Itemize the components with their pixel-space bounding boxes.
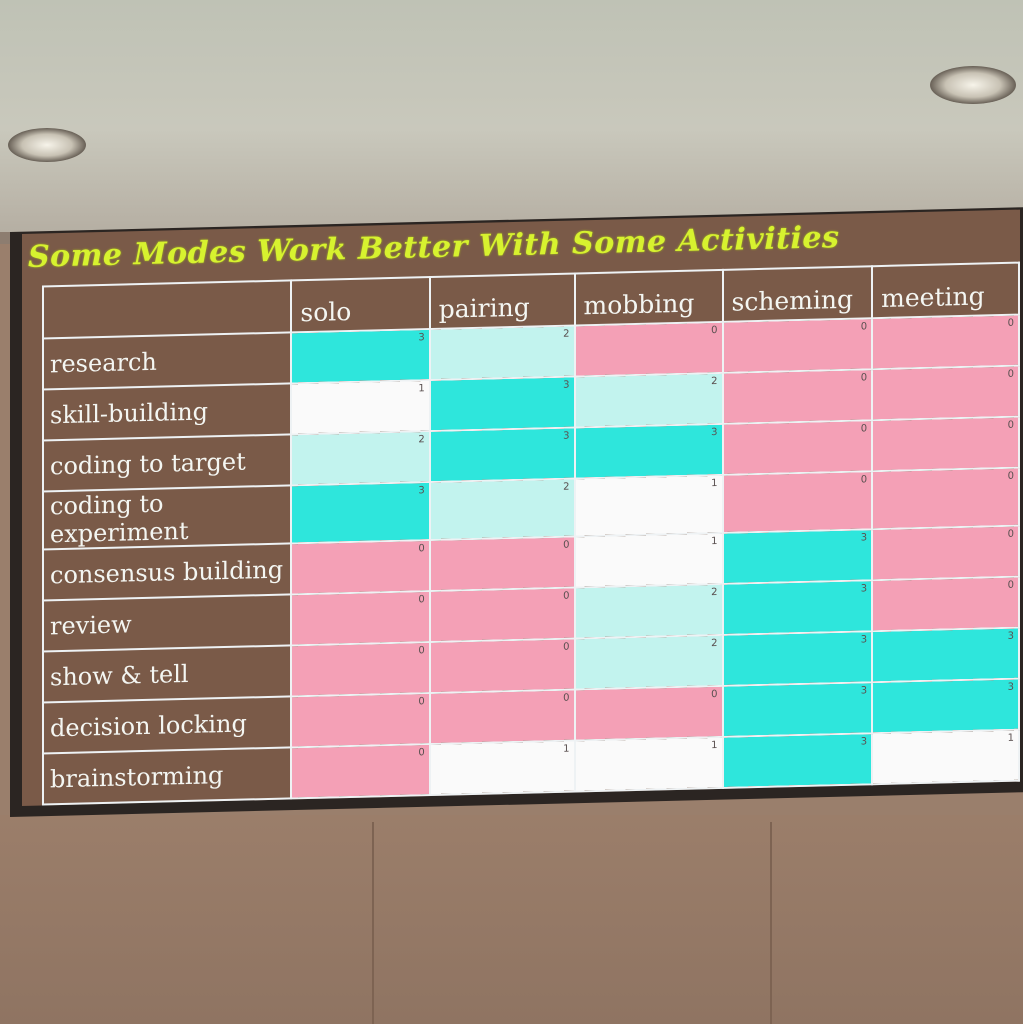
score-cell: 3	[722, 682, 873, 737]
score-cell: 0	[872, 525, 1019, 581]
score-cell: 3	[722, 580, 873, 635]
score-cell: 2	[429, 478, 575, 541]
score-cell: 2	[574, 372, 723, 428]
row-label: consensus building	[43, 543, 292, 601]
score-cell: 3	[722, 733, 873, 788]
score-cell: 2	[291, 431, 430, 486]
score-cell: 0	[291, 744, 430, 799]
wall-panel-seam	[770, 822, 772, 1024]
score-cell: 2	[574, 583, 723, 639]
column-header-meeting: meeting	[872, 262, 1019, 319]
wall	[0, 815, 1023, 1024]
score-cell: 0	[722, 471, 873, 533]
score-cell: 0	[872, 416, 1019, 472]
column-header-pairing: pairing	[429, 273, 575, 330]
score-cell: 1	[574, 532, 723, 588]
score-cell: 0	[574, 321, 723, 377]
ceiling	[0, 0, 1023, 235]
ceiling-light-left	[8, 128, 86, 162]
row-label: coding to target	[43, 434, 292, 492]
score-cell: 3	[291, 482, 430, 544]
score-cell: 0	[429, 689, 575, 745]
score-cell: 3	[429, 376, 575, 432]
mode-activity-table: solo pairing mobbing scheming meeting resear…	[42, 262, 1020, 806]
score-cell: 0	[872, 576, 1019, 632]
row-label: decision locking	[43, 696, 292, 754]
ceiling-light-right	[930, 66, 1016, 104]
column-header-scheming: scheming	[722, 266, 873, 322]
column-header-mobbing: mobbing	[574, 269, 723, 326]
row-label: research	[43, 332, 292, 390]
row-label: show & tell	[43, 645, 292, 703]
score-cell: 0	[429, 587, 575, 643]
score-cell: 0	[722, 369, 873, 424]
score-cell: 3	[872, 678, 1019, 734]
score-cell: 1	[574, 736, 723, 792]
score-cell: 3	[574, 423, 723, 479]
score-cell: 0	[872, 365, 1019, 421]
score-cell: 0	[722, 420, 873, 475]
wall-panel-seam	[372, 822, 374, 1024]
score-cell: 0	[429, 536, 575, 592]
row-label: skill-building	[43, 383, 292, 441]
score-cell: 2	[574, 634, 723, 690]
score-cell: 3	[722, 631, 873, 686]
score-cell: 1	[872, 729, 1019, 785]
score-cell: 0	[872, 314, 1019, 370]
row-label: review	[43, 594, 292, 652]
score-cell: 0	[872, 467, 1019, 530]
score-cell: 3	[291, 329, 430, 384]
score-cell: 3	[722, 529, 873, 584]
table-body: research 3 2 0 0 0 skill-building 1 3 2 0 0 coding t…	[43, 314, 1019, 805]
score-cell: 0	[291, 540, 430, 595]
row-label: coding to experiment	[43, 485, 292, 550]
score-cell: 3	[429, 427, 575, 483]
projected-slide: Some Modes Work Better With Some Activit…	[22, 209, 1020, 807]
score-cell: 0	[291, 642, 430, 697]
score-cell: 1	[574, 474, 723, 537]
score-cell: 3	[872, 627, 1019, 683]
score-cell: 1	[429, 740, 575, 796]
score-cell: 0	[722, 318, 873, 373]
score-cell: 0	[574, 685, 723, 741]
score-cell: 1	[291, 380, 430, 435]
score-cell: 0	[291, 693, 430, 748]
score-cell: 0	[429, 638, 575, 694]
score-cell: 2	[429, 325, 575, 381]
row-label: brainstorming	[43, 747, 292, 805]
score-cell: 0	[291, 591, 430, 646]
table-corner-cell	[43, 280, 292, 339]
column-header-solo: solo	[291, 277, 430, 333]
